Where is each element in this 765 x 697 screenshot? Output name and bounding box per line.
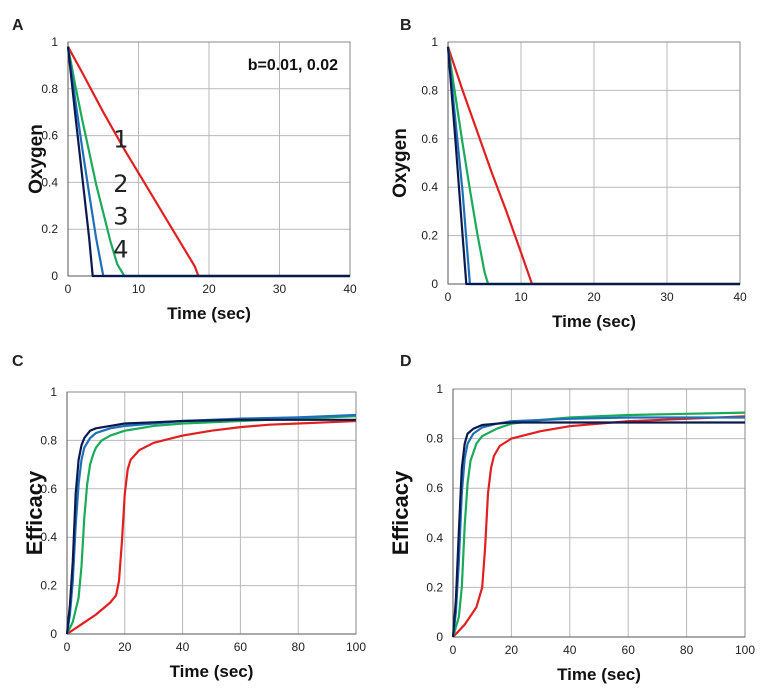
x-tick-label: 0 [445,290,452,304]
y-tick-label: 1 [51,35,58,49]
y-tick-label: 0.2 [426,580,443,594]
y-tick-label: 0 [50,627,57,641]
x-axis-label: Time (sec) [552,312,636,331]
y-tick-label: 0.2 [41,222,58,236]
parameter-annotation: b=0.01, 0.02 [248,57,338,74]
panel-letter: A [12,17,24,34]
y-tick-label: 0.4 [41,175,58,189]
panel-a: A 0 10 20 30 40 0 0.2 0.4 0.6 0.8 1 Time (sec) Oxygen… [12,17,357,323]
y-tick-label: 0.8 [421,83,438,97]
y-tick-label: 0.6 [40,482,57,496]
x-axis-label: Time (sec) [557,665,641,684]
y-tick-label: 1 [431,35,438,49]
x-tick-label: 0 [65,282,72,296]
x-tick-label: 100 [346,640,366,654]
series-line-2 [451,411,746,638]
series-line-4 [66,46,350,278]
curve-number-label: 3 [113,203,128,231]
grid [447,41,741,285]
x-tick-label: 40 [563,643,577,657]
curve-number-label: 1 [113,125,128,153]
curve-number-label: 2 [113,170,128,198]
y-axis-label: Efficacy [22,470,47,555]
x-tick-label: 40 [343,282,357,296]
y-tick-label: 1 [436,382,443,396]
y-tick-label: 0.2 [40,579,57,593]
x-tick-label: 100 [735,643,755,657]
y-tick-label: 1 [50,385,57,399]
y-axis-label: Oxygen [26,124,47,194]
panel-letter: D [400,353,412,370]
x-tick-label: 0 [64,640,71,654]
series-line-1 [66,419,357,635]
y-tick-label: 0.6 [421,132,438,146]
x-tick-label: 10 [132,282,146,296]
series-line-1 [67,46,350,278]
series-line-4 [451,421,745,638]
series-line-2 [66,46,350,278]
series-line-3 [451,416,745,638]
x-tick-label: 40 [733,290,747,304]
y-tick-label: 0.6 [426,481,443,495]
x-axis-label: Time (sec) [167,304,251,323]
x-tick-label: 20 [587,290,601,304]
y-tick-label: 0.6 [41,129,58,143]
panel-d: D 0 20 40 60 80 100 0 0.2 0.4 0.6 0.8 1 Time (sec) Eff… [388,353,755,684]
x-tick-label: 60 [234,640,248,654]
grid [452,388,746,638]
y-axis-label: Efficacy [388,470,413,555]
series-line-2 [446,46,740,286]
series-line-4 [446,46,740,286]
x-tick-label: 30 [273,282,287,296]
x-tick-label: 30 [660,290,674,304]
y-tick-label: 0.8 [426,432,443,446]
y-tick-label: 0 [431,277,438,291]
panel-b: B 0 10 20 30 40 0 0.2 0.4 0.6 0.8 1 Time (sec) Oxygen [390,17,747,331]
x-tick-label: 20 [118,640,132,654]
x-tick-label: 10 [514,290,528,304]
series-line-2 [66,415,357,635]
y-tick-label: 0.4 [421,180,438,194]
y-axis-label: Oxygen [390,128,411,198]
panel-letter: B [400,17,412,34]
x-tick-label: 60 [622,643,636,657]
y-tick-label: 0.2 [421,229,438,243]
y-tick-label: 0.8 [40,433,57,447]
series-line-1 [446,46,740,286]
x-axis-label: Time (sec) [170,662,254,681]
curve-number-label: 4 [113,235,128,263]
x-tick-label: 20 [505,643,519,657]
plot-frame [452,388,746,638]
panel-letter: C [12,353,24,370]
series-line-1 [452,415,746,638]
x-tick-label: 0 [450,643,457,657]
y-tick-label: 0 [51,269,58,283]
y-tick-label: 0 [436,630,443,644]
x-tick-label: 80 [680,643,694,657]
x-tick-label: 40 [176,640,190,654]
x-tick-label: 80 [292,640,306,654]
y-tick-label: 0.4 [40,530,57,544]
y-tick-label: 0.4 [426,531,443,545]
series-line-4 [65,418,356,635]
y-tick-label: 0.8 [41,82,58,96]
panel-c: C 0 20 40 60 80 100 0 0.2 0.4 0.6 0.8 1 Time (sec) Eff… [12,353,366,681]
x-tick-label: 20 [202,282,216,296]
